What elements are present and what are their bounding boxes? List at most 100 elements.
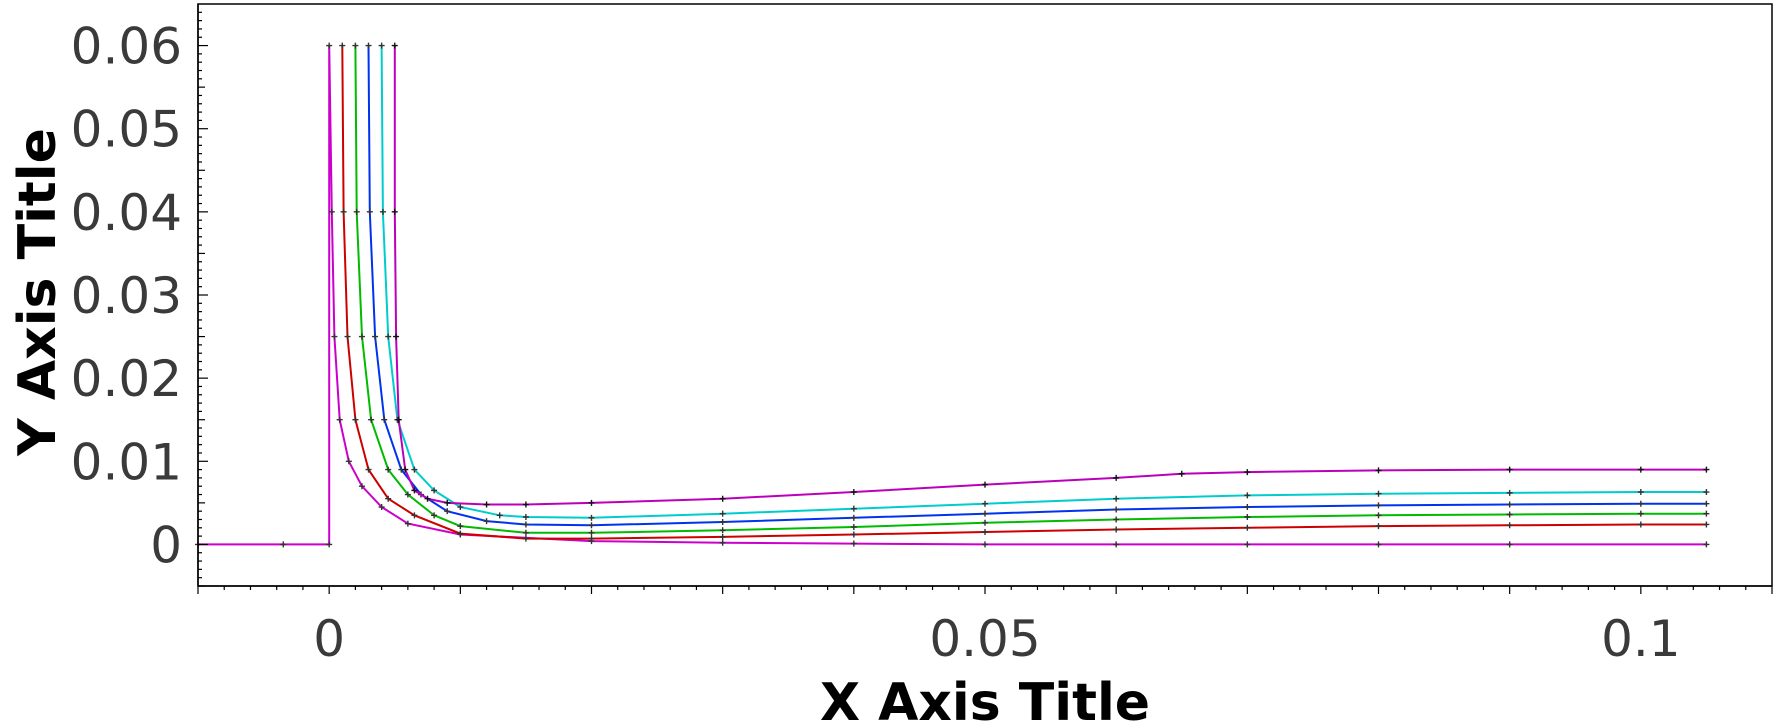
- data-point: [1244, 469, 1251, 476]
- data-point: [850, 514, 857, 521]
- data-point: [588, 535, 595, 542]
- data-point: [1703, 500, 1710, 507]
- data-point: [1244, 492, 1251, 499]
- series-4: [365, 42, 1710, 529]
- data-point: [395, 416, 402, 423]
- data-point: [345, 458, 352, 465]
- data-point: [982, 541, 988, 548]
- data-point: [378, 42, 385, 49]
- data-point: [1703, 541, 1710, 548]
- data-point: [385, 333, 392, 340]
- data-point: [850, 489, 857, 496]
- y-tick-label: 0.02: [71, 350, 182, 408]
- y-tick-label: 0: [150, 516, 182, 574]
- data-point: [411, 512, 418, 519]
- data-point: [982, 519, 988, 526]
- data-point: [1113, 474, 1120, 481]
- series-group: [195, 42, 1710, 548]
- series-6-line: [393, 45, 1707, 506]
- data-point: [1244, 504, 1251, 511]
- data-point: [1375, 523, 1382, 530]
- data-point: [352, 42, 359, 49]
- y-tick-label: 0.06: [71, 18, 182, 76]
- data-point: [1637, 500, 1644, 507]
- data-point: [522, 513, 529, 520]
- data-point: [522, 535, 529, 542]
- data-point: [1178, 470, 1185, 477]
- x-tick-label: 0: [313, 610, 345, 668]
- data-point: [444, 499, 451, 506]
- data-point: [404, 491, 411, 498]
- data-point: [457, 530, 464, 537]
- data-point: [411, 466, 418, 473]
- series-2: [339, 42, 1710, 542]
- series-3-line: [354, 45, 1707, 534]
- data-point: [331, 333, 338, 340]
- data-point: [391, 208, 398, 215]
- data-point: [1703, 489, 1710, 496]
- data-point: [1637, 489, 1644, 496]
- data-point: [358, 483, 365, 490]
- data-point: [1375, 467, 1382, 474]
- data-point: [372, 333, 379, 340]
- data-point: [588, 522, 595, 529]
- data-point: [850, 531, 857, 538]
- data-point: [719, 518, 726, 525]
- data-point: [1506, 522, 1513, 529]
- y-axis: 0 0.01 0.02 0.03 0.04 0.05 0.06: [71, 4, 208, 587]
- y-tick-label: 0.05: [71, 101, 182, 159]
- data-point: [1113, 495, 1120, 502]
- series-5: [378, 42, 1710, 521]
- data-point: [1375, 512, 1382, 519]
- series-1: [195, 42, 1710, 548]
- data-point: [1506, 489, 1513, 496]
- data-point: [850, 540, 857, 547]
- y-tick-label: 0.04: [71, 184, 182, 242]
- series-4-line: [367, 45, 1707, 527]
- data-point: [483, 518, 490, 525]
- series-6: [391, 42, 1710, 508]
- data-point: [385, 495, 392, 502]
- data-point: [340, 208, 347, 215]
- x-tick-label: 0.05: [929, 610, 1040, 668]
- data-point: [404, 520, 411, 527]
- data-point: [393, 333, 400, 340]
- plot-frame: [197, 3, 1773, 587]
- data-point: [719, 539, 726, 546]
- data-point: [336, 416, 343, 423]
- data-point: [1637, 510, 1644, 517]
- data-point: [588, 499, 595, 506]
- data-point: [982, 500, 988, 507]
- data-point: [444, 508, 451, 515]
- data-point: [522, 521, 529, 528]
- data-point: [522, 529, 529, 536]
- data-point: [457, 523, 464, 530]
- data-point: [522, 501, 529, 508]
- data-point: [365, 42, 372, 49]
- series-2-line: [341, 45, 1707, 540]
- data-point: [719, 495, 726, 502]
- data-point: [982, 510, 988, 517]
- data-point: [328, 208, 335, 215]
- data-point: [850, 523, 857, 530]
- data-point: [1113, 541, 1120, 548]
- data-point: [1375, 490, 1382, 497]
- data-point: [1375, 502, 1382, 509]
- data-point: [1113, 516, 1120, 523]
- x-axis-title: X Axis Title: [820, 673, 1150, 728]
- y-tick-label: 0.03: [71, 267, 182, 325]
- data-point: [1244, 524, 1251, 531]
- data-point: [588, 529, 595, 536]
- data-point: [385, 466, 392, 473]
- data-point: [326, 42, 333, 49]
- data-point: [1637, 466, 1644, 473]
- data-point: [982, 481, 988, 488]
- data-point: [358, 333, 365, 340]
- data-point: [1703, 521, 1710, 528]
- data-point: [1506, 541, 1513, 548]
- data-point: [1703, 466, 1710, 473]
- data-point: [391, 42, 398, 49]
- data-point: [457, 504, 464, 511]
- data-point: [1703, 510, 1710, 517]
- data-point: [431, 487, 438, 494]
